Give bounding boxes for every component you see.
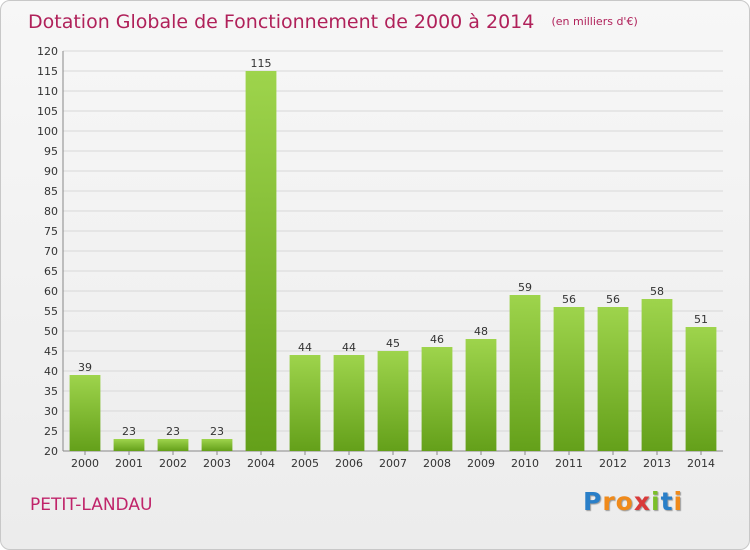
x-tick-label-2011: 2011 <box>555 457 583 470</box>
data-label-2008: 46 <box>430 333 444 346</box>
y-tick-label: 100 <box>37 125 58 138</box>
x-tick-label-2000: 2000 <box>71 457 99 470</box>
data-label-2009: 48 <box>474 325 488 338</box>
y-tick-label: 70 <box>44 245 58 258</box>
y-tick-label: 110 <box>37 85 58 98</box>
y-tick-label: 80 <box>44 205 58 218</box>
data-label-2014: 51 <box>694 313 708 326</box>
x-tick-label-2002: 2002 <box>159 457 187 470</box>
y-tick-label: 25 <box>44 425 58 438</box>
x-tick-label-2009: 2009 <box>467 457 495 470</box>
y-tick-label: 35 <box>44 385 58 398</box>
x-tick-label-2003: 2003 <box>203 457 231 470</box>
bar-2007 <box>377 351 409 451</box>
y-tick-label: 65 <box>44 265 58 278</box>
y-tick-label: 50 <box>44 325 58 338</box>
proxiti-logo: Proxiti <box>583 487 683 516</box>
logo-letter: i <box>673 487 684 516</box>
x-tick-label-2008: 2008 <box>423 457 451 470</box>
y-tick-labels: 20 25 30 35 40 45 50 55 60 65 70 75 80 85 90 95 100 105 11… <box>37 45 58 458</box>
x-tick-label-2012: 2012 <box>599 457 627 470</box>
y-tick-label: 85 <box>44 185 58 198</box>
y-tick-label: 115 <box>37 65 58 78</box>
data-labels: 39 23 23 23 115 44 44 45 46 48 59 56 56 58 51 <box>78 57 708 438</box>
y-tick-label: 90 <box>44 165 58 178</box>
y-tick-label: 120 <box>37 45 58 58</box>
bar-2011 <box>553 307 585 451</box>
logo-letter: r <box>602 487 616 516</box>
logo-letter: t <box>660 487 674 516</box>
logo-letter: P <box>583 487 603 516</box>
x-tick-label-2005: 2005 <box>291 457 319 470</box>
data-label-2005: 44 <box>298 341 312 354</box>
data-label-2007: 45 <box>386 337 400 350</box>
x-tick-labels: 2000 2001 2002 2003 2004 2005 2006 2007 2008 2009… <box>71 457 715 470</box>
chart-title: Dotation Globale de Fonctionnement de 20… <box>28 11 535 33</box>
data-label-2003: 23 <box>210 425 224 438</box>
bar-2005 <box>289 355 321 451</box>
bar-2004 <box>245 71 277 451</box>
x-tick-label-2001: 2001 <box>115 457 143 470</box>
y-tick-label: 60 <box>44 285 58 298</box>
data-label-2013: 58 <box>650 285 664 298</box>
logo-letter: i <box>651 487 661 516</box>
bar-2006 <box>333 355 365 451</box>
data-label-2000: 39 <box>78 361 92 374</box>
chart-subtitle: (en milliers d'€) <box>551 15 638 28</box>
data-label-2004: 115 <box>251 57 272 70</box>
bars <box>69 71 717 451</box>
data-label-2011: 56 <box>562 293 576 306</box>
y-tick-label: 105 <box>37 105 58 118</box>
data-label-2002: 23 <box>166 425 180 438</box>
bar-2012 <box>597 307 629 451</box>
logo-letter: x <box>633 487 651 516</box>
data-label-2012: 56 <box>606 293 620 306</box>
bar-2001 <box>113 439 145 451</box>
chart-title-block: Dotation Globale de Fonctionnement de 20… <box>28 9 638 36</box>
bar-2008 <box>421 347 453 451</box>
data-label-2010: 59 <box>518 281 532 294</box>
x-tick-label-2010: 2010 <box>511 457 539 470</box>
x-tick-label-2013: 2013 <box>643 457 671 470</box>
bar-2009 <box>465 339 497 451</box>
place-name: PETIT-LANDAU <box>30 495 153 515</box>
y-tick-label: 95 <box>44 145 58 158</box>
logo-letter: o <box>615 487 634 516</box>
x-tick-label-2014: 2014 <box>687 457 715 470</box>
bar-2003 <box>201 439 233 451</box>
bar-2000 <box>69 375 101 451</box>
bar-2014 <box>685 327 717 451</box>
bar-2002 <box>157 439 189 451</box>
data-label-2001: 23 <box>122 425 136 438</box>
y-tick-label: 40 <box>44 365 58 378</box>
x-tick-label-2007: 2007 <box>379 457 407 470</box>
y-tick-label: 30 <box>44 405 58 418</box>
y-tick-label: 55 <box>44 305 58 318</box>
data-label-2006: 44 <box>342 341 356 354</box>
bar-2013 <box>641 299 673 451</box>
x-tick-label-2006: 2006 <box>335 457 363 470</box>
bar-2010 <box>509 295 541 451</box>
x-tick-label-2004: 2004 <box>247 457 275 470</box>
y-tick-label: 20 <box>44 445 58 458</box>
y-tick-label: 45 <box>44 345 58 358</box>
y-tick-label: 75 <box>44 225 58 238</box>
